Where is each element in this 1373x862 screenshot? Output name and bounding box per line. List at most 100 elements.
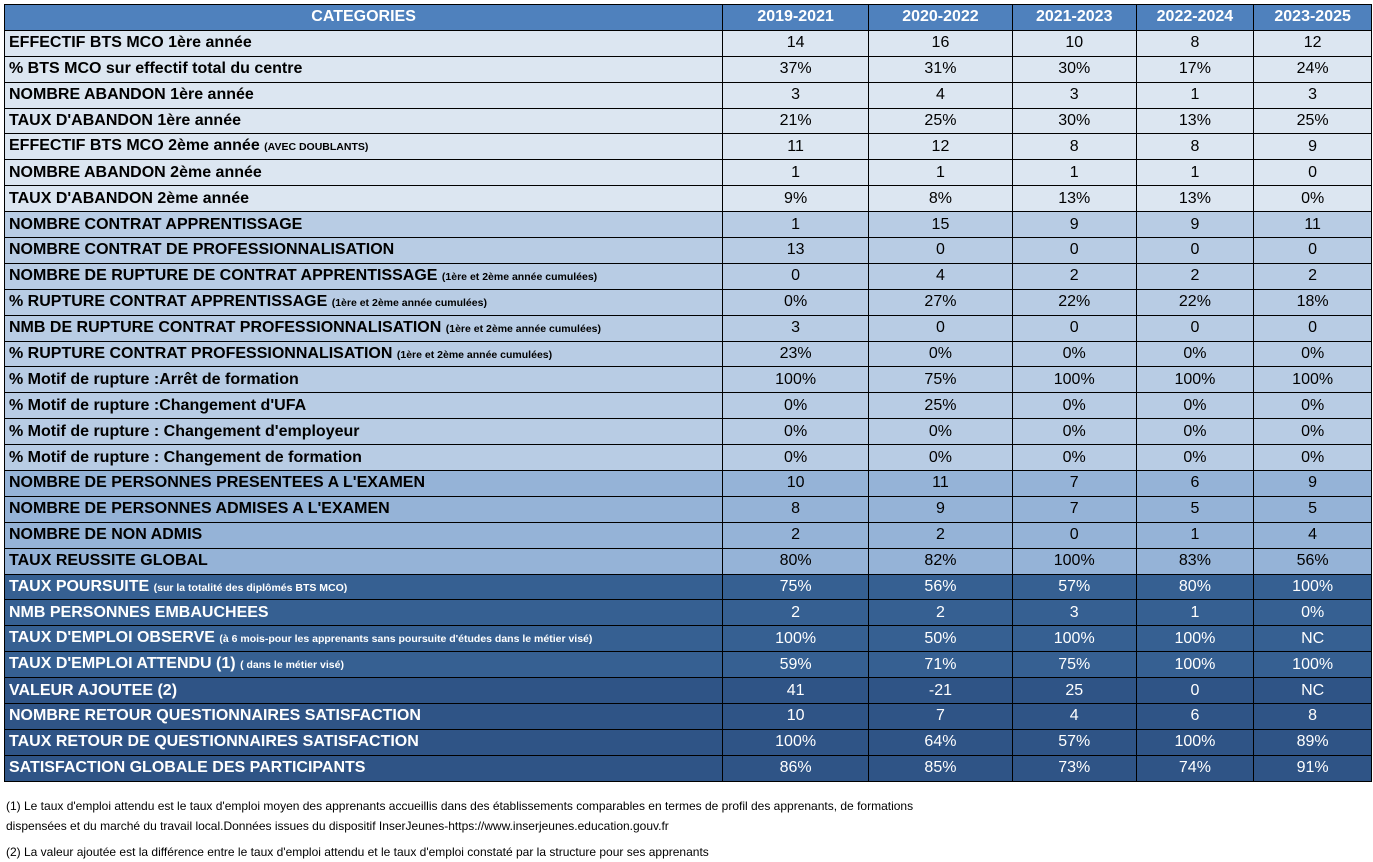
table-row: SATISFACTION GLOBALE DES PARTICIPANTS 86%…	[3, 754, 1372, 782]
value-cell: 14	[722, 29, 870, 57]
table-row: NMB PERSONNES EMBAUCHEES 2 2 3 1 0%	[3, 599, 1372, 627]
header-categories: CATEGORIES	[3, 4, 724, 31]
row-label: % Motif de rupture :Changement d'UFA	[9, 396, 307, 414]
value-cell: 6	[1135, 703, 1255, 730]
value-cell: 0%	[1135, 418, 1255, 446]
row-label: EFFECTIF BTS MCO 2ème année	[9, 137, 260, 155]
row-label: NOMBRE RETOUR QUESTIONNAIRES SATISFACTIO…	[9, 707, 421, 725]
table-row: % Motif de rupture :Changement d'UFA 0% 25…	[3, 392, 1372, 420]
table-row: TAUX D'EMPLOI ATTENDU (1) ( dans le méti…	[3, 651, 1372, 679]
table-row: % Motif de rupture : Changement de forma…	[3, 444, 1372, 472]
value-cell: 57%	[1011, 728, 1137, 756]
value-cell: 25%	[1253, 107, 1372, 135]
table-row: NOMBRE DE PERSONNES ADMISES A L'EXAMEN 8 9…	[3, 495, 1372, 523]
footnote-2: (2) La valeur ajoutée est la différence …	[6, 845, 709, 859]
row-note: (1ère et 2ème année cumulées)	[396, 348, 553, 361]
header-period-4: 2022-2024	[1135, 4, 1255, 31]
table-row: TAUX D'EMPLOI OBSERVE (à 6 mois-pour les…	[3, 625, 1372, 653]
row-label: TAUX D'EMPLOI OBSERVE	[9, 629, 215, 647]
row-category-cell: NOMBRE DE RUPTURE DE CONTRAT APPRENTISSA…	[3, 262, 724, 290]
row-label: % Motif de rupture : Changement de forma…	[9, 448, 362, 466]
row-category-cell: % Motif de rupture : Changement d'employ…	[3, 418, 724, 446]
value-cell: 9	[1253, 470, 1372, 497]
value-cell: 25%	[868, 392, 1013, 420]
value-cell: 8	[1135, 29, 1255, 57]
value-cell: 10	[722, 470, 870, 497]
value-cell: 3	[1011, 81, 1137, 109]
value-cell: 0	[868, 237, 1013, 264]
value-cell: NC	[1253, 625, 1372, 653]
table-row: EFFECTIF BTS MCO 1ère année 14 16 10 8 12	[3, 29, 1372, 57]
row-category-cell: % RUPTURE CONTRAT PROFESSIONNALISATION (…	[3, 340, 724, 368]
value-cell: 0%	[1011, 444, 1137, 472]
value-cell: 0%	[1253, 185, 1372, 213]
value-cell: 100%	[1011, 625, 1137, 653]
row-label: TAUX D'ABANDON 1ère année	[9, 112, 241, 129]
value-cell: 0	[1253, 314, 1372, 342]
value-cell: 1	[1135, 521, 1255, 549]
value-cell: 30%	[1011, 107, 1137, 135]
table-row: TAUX D'ABANDON 2ème année 9% 8% 13% 13% 0%	[3, 185, 1372, 213]
value-cell: 1	[1135, 159, 1255, 187]
value-cell: 10	[722, 703, 870, 730]
row-label: NOMBRE CONTRAT APPRENTISSAGE	[9, 215, 303, 233]
value-cell: NC	[1253, 677, 1372, 705]
value-cell: 6	[1135, 470, 1255, 497]
value-cell: 59%	[722, 651, 870, 679]
value-cell: 0	[1135, 314, 1255, 342]
value-cell: 0	[1135, 677, 1255, 705]
value-cell: 1	[722, 211, 870, 239]
value-cell: 0	[722, 262, 870, 290]
value-cell: 23%	[722, 340, 870, 368]
table-row: NOMBRE RETOUR QUESTIONNAIRES SATISFACTIO…	[3, 703, 1372, 730]
value-cell: 100%	[1253, 573, 1372, 601]
row-note: (1ère et 2ème année cumulées)	[441, 270, 598, 283]
value-cell: 15	[868, 211, 1013, 239]
value-cell: 0	[868, 314, 1013, 342]
value-cell: 75%	[868, 366, 1013, 394]
row-label: NOMBRE DE PERSONNES ADMISES A L'EXAMEN	[9, 500, 390, 518]
table-row: NMB DE RUPTURE CONTRAT PROFESSIONNALISAT…	[3, 314, 1372, 342]
value-cell: 10	[1011, 29, 1137, 57]
value-cell: 83%	[1135, 547, 1255, 575]
row-label: % Motif de rupture :Arrêt de formation	[9, 370, 299, 388]
row-label: NOMBRE DE PERSONNES PRESENTEES A L'EXAME…	[9, 474, 426, 492]
value-cell: 4	[868, 262, 1013, 290]
value-cell: 100%	[1253, 651, 1372, 679]
row-category-cell: VALEUR AJOUTEE (2)	[3, 677, 724, 705]
row-category-cell: % Motif de rupture :Arrêt de formation	[3, 366, 724, 394]
value-cell: 13	[722, 237, 870, 264]
row-note: (1ère et 2ème année cumulées)	[331, 296, 487, 309]
value-cell: 71%	[868, 651, 1013, 679]
table-row: TAUX D'ABANDON 1ère année 21% 25% 30% 13% 25%	[3, 107, 1372, 135]
value-cell: 27%	[868, 288, 1013, 316]
value-cell: 5	[1135, 495, 1255, 523]
value-cell: 11	[1253, 211, 1372, 239]
value-cell: 3	[722, 314, 870, 342]
value-cell: 64%	[868, 728, 1013, 756]
header-period-5: 2023-2025	[1253, 4, 1372, 31]
value-cell: 7	[868, 703, 1013, 730]
value-cell: 100%	[722, 366, 870, 394]
value-cell: 12	[868, 133, 1013, 161]
value-cell: 1	[1135, 599, 1255, 627]
value-cell: 8	[1135, 133, 1255, 161]
value-cell: 31%	[868, 55, 1013, 83]
value-cell: 8	[1011, 133, 1137, 161]
table-row: NOMBRE CONTRAT DE PROFESSIONNALISATION 13…	[3, 237, 1372, 264]
value-cell: 8	[1253, 703, 1372, 730]
table-row: EFFECTIF BTS MCO 2ème année (AVEC DOUBLA…	[3, 133, 1372, 161]
value-cell: 82%	[868, 547, 1013, 575]
value-cell: 2	[1135, 262, 1255, 290]
footnote-1-line-1: (1) Le taux d'emploi attendu est le taux…	[6, 799, 914, 813]
row-label: NOMBRE ABANDON 2ème année	[9, 163, 262, 181]
value-cell: 4	[868, 81, 1013, 109]
value-cell: 0%	[1253, 599, 1372, 627]
value-cell: 9%	[722, 185, 870, 213]
value-cell: 0%	[1135, 392, 1255, 420]
row-note: (AVEC DOUBLANTS)	[264, 141, 369, 154]
row-label: % BTS MCO sur effectif total du centre	[9, 60, 303, 78]
row-category-cell: NOMBRE CONTRAT DE PROFESSIONNALISATION	[3, 237, 724, 264]
value-cell: 22%	[1011, 288, 1137, 316]
value-cell: 4	[1011, 703, 1137, 730]
